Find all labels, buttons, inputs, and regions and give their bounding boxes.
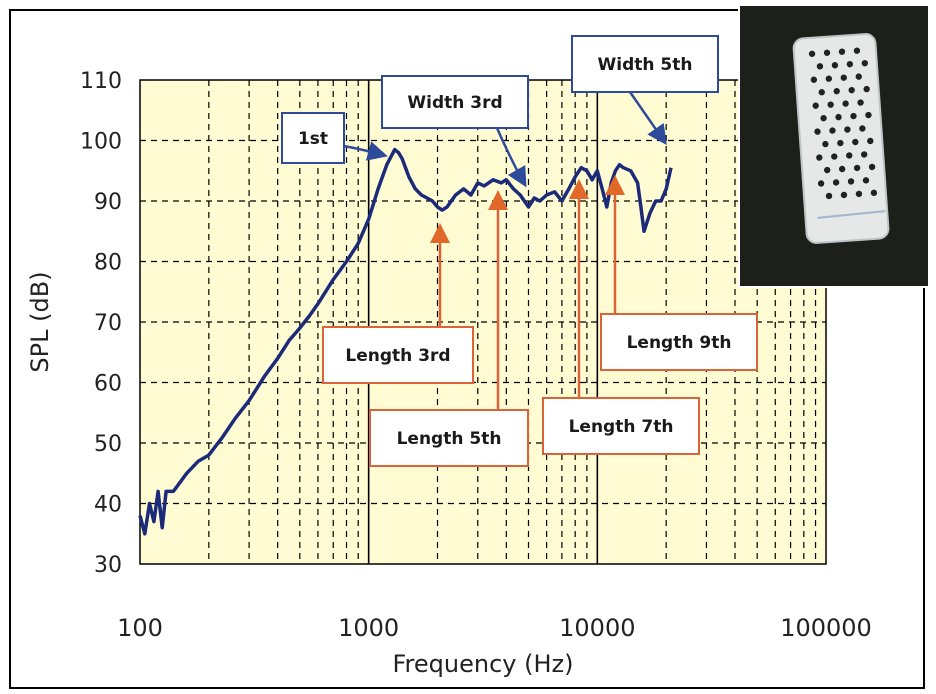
perforation-hole bbox=[868, 163, 876, 171]
perforation-hole bbox=[846, 152, 853, 159]
perforation-hole bbox=[855, 73, 862, 80]
annotation: Width 3rd bbox=[381, 75, 529, 188]
perforation-hole bbox=[840, 191, 848, 199]
y-tick-label: 40 bbox=[94, 493, 122, 518]
perforation-hole bbox=[825, 75, 833, 82]
annotation-arrow bbox=[495, 127, 527, 188]
annotation: Length 7th bbox=[542, 179, 700, 455]
annotation: Length 9th bbox=[600, 175, 758, 371]
y-tick-label: 110 bbox=[80, 69, 122, 94]
perforation-hole bbox=[829, 127, 836, 134]
annotation-label: Length 3rd bbox=[345, 346, 450, 366]
x-axis-label: Frequency (Hz) bbox=[393, 650, 574, 678]
x-tick-label: 10000 bbox=[559, 614, 635, 642]
perforation-hole bbox=[853, 47, 861, 54]
perforation-hole bbox=[855, 190, 863, 198]
perforation-hole bbox=[824, 166, 831, 174]
perforation-hole bbox=[852, 138, 859, 146]
perforation-hole bbox=[862, 177, 870, 184]
perforation-hole bbox=[816, 154, 823, 161]
annotation-label: 1st bbox=[298, 129, 328, 149]
perforation-hole bbox=[832, 179, 840, 186]
y-tick-label: 90 bbox=[94, 190, 122, 215]
x-tick-label: 100 bbox=[117, 614, 163, 642]
perforation-hole bbox=[865, 111, 872, 119]
annotation: 1st bbox=[281, 112, 388, 164]
device-photo bbox=[738, 4, 930, 288]
perforation-hole bbox=[823, 49, 831, 56]
annotation-label: Width 3rd bbox=[407, 93, 502, 113]
annotation-box bbox=[542, 397, 700, 455]
perforation-hole bbox=[844, 126, 851, 133]
perforation-hole bbox=[820, 114, 827, 122]
y-axis-ticks: 30 40 50 60 70 80 90 100 110 bbox=[80, 69, 122, 578]
perforation-hole bbox=[810, 76, 818, 83]
annotation-box bbox=[322, 326, 474, 384]
y-tick-label: 60 bbox=[94, 372, 122, 397]
y-tick-label: 80 bbox=[94, 251, 122, 276]
perforation-hole bbox=[848, 86, 855, 94]
perforation-hole bbox=[827, 101, 834, 108]
perforation-hole bbox=[838, 165, 846, 173]
y-axis-label: SPL (dB) bbox=[26, 271, 54, 372]
perforation-hole bbox=[816, 63, 824, 70]
perforation-hole bbox=[870, 189, 878, 197]
x-tick-label: 1000 bbox=[338, 614, 399, 642]
annotation-label: Width 5th bbox=[598, 55, 693, 75]
annotation-box bbox=[571, 35, 719, 93]
x-tick-label: 100000 bbox=[780, 614, 872, 642]
perforated-plate bbox=[792, 33, 890, 244]
perforation-hole bbox=[822, 140, 829, 148]
perforation-hole bbox=[817, 180, 825, 187]
perforation-hole bbox=[838, 48, 846, 55]
annotation-label: Length 5th bbox=[397, 429, 502, 449]
perforation-hole bbox=[846, 61, 854, 68]
annotation-box bbox=[381, 75, 529, 129]
y-tick-label: 70 bbox=[94, 311, 122, 336]
perforation-hole bbox=[847, 178, 855, 185]
perforation-hole bbox=[850, 112, 857, 120]
perforation-hole bbox=[808, 50, 816, 58]
perforation-hole bbox=[835, 113, 842, 121]
perforation-hole bbox=[861, 59, 869, 67]
y-tick-label: 100 bbox=[80, 130, 122, 155]
annotation-label: Length 7th bbox=[569, 417, 674, 437]
perforation-hole bbox=[818, 89, 825, 96]
perforation-hole bbox=[814, 128, 821, 135]
perforation-hole bbox=[853, 164, 861, 172]
perforation-hole bbox=[857, 99, 864, 106]
perforation-hole bbox=[812, 102, 819, 109]
annotation-box bbox=[369, 409, 529, 467]
perforation-hole bbox=[861, 151, 868, 158]
x-axis-ticks: 100 1000 10000 100000 bbox=[117, 614, 872, 642]
perforation-hole bbox=[825, 192, 833, 200]
annotation-arrow bbox=[628, 91, 667, 146]
annotation: Length 3rd bbox=[322, 223, 474, 384]
perforation-hole bbox=[833, 87, 840, 95]
y-tick-label: 30 bbox=[94, 553, 122, 578]
annotation-layer: 1st Width 3rd Width 5th Length 3rd Length 5t… bbox=[281, 35, 758, 467]
perforation-hole bbox=[867, 137, 874, 145]
y-tick-label: 50 bbox=[94, 432, 122, 457]
annotation-box bbox=[600, 313, 758, 371]
perforation-hole bbox=[842, 100, 849, 107]
perforation-hole bbox=[837, 139, 844, 147]
annotation-arrow bbox=[343, 141, 388, 161]
annotation: Length 5th bbox=[369, 190, 529, 467]
perforation-hole bbox=[859, 125, 866, 132]
annotation-box bbox=[281, 112, 345, 164]
perforation-hole bbox=[863, 85, 870, 93]
annotation: Width 5th bbox=[571, 35, 719, 146]
perforation-hole bbox=[840, 74, 847, 81]
perforation-holes bbox=[808, 47, 878, 200]
annotation-label: Length 9th bbox=[627, 333, 732, 353]
perforation-hole bbox=[831, 62, 839, 69]
perforation-hole bbox=[831, 153, 838, 160]
